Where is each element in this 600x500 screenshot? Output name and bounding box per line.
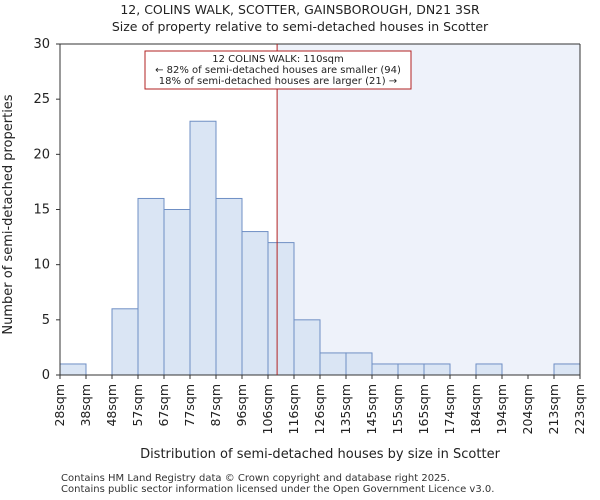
bar (371, 363, 399, 376)
bar (215, 197, 243, 376)
x-tick-label: 48sqm (104, 384, 119, 427)
larger-region-shade (277, 44, 580, 375)
bar (59, 363, 87, 376)
y-tick-label: 20 (33, 147, 50, 162)
x-tick-label: 194sqm (494, 384, 509, 434)
annotation-line-3: 18% of semi-detached houses are larger (… (159, 76, 397, 87)
x-tick-label: 87sqm (208, 384, 223, 427)
x-axis-title: Distribution of semi-detached houses by … (140, 447, 501, 462)
footer-line-1: Contains HM Land Registry data © Crown c… (61, 473, 450, 484)
x-tick-label: 213sqm (546, 384, 561, 434)
annotation-box (144, 50, 412, 90)
x-tick-label: 126sqm (312, 384, 327, 434)
x-tick-label: 223sqm (572, 384, 587, 434)
x-tick-label: 184sqm (468, 384, 483, 434)
bar (137, 197, 165, 376)
bar (397, 363, 425, 376)
histogram-chart: 0 5 10 15 20 25 30 28sqm 38sqm 48sqm 57sqm 67sqm 77s… (1, 37, 587, 462)
x-tick-label: 67sqm (156, 384, 171, 427)
x-tick-label: 106sqm (260, 384, 275, 434)
x-tick-label: 96sqm (234, 384, 249, 427)
bar (319, 352, 347, 376)
x-tick-label: 57sqm (130, 384, 145, 427)
bar (111, 308, 139, 376)
bar (475, 363, 503, 376)
bar (267, 242, 295, 376)
y-axis-title: Number of semi-detached properties (1, 94, 16, 334)
bar (345, 352, 373, 376)
chart-title-subtitle: Size of property relative to semi-detach… (111, 19, 489, 34)
bar (163, 209, 191, 376)
x-tick-label: 77sqm (182, 384, 197, 427)
y-tick-label: 10 (33, 258, 50, 273)
footer-line-2: Contains public sector information licen… (61, 484, 495, 495)
bar (423, 363, 451, 376)
x-tick-label: 204sqm (520, 384, 535, 434)
y-tick-label: 15 (33, 203, 50, 218)
x-tick-label: 135sqm (338, 384, 353, 434)
x-tick-label: 165sqm (416, 384, 431, 434)
x-tick-label: 38sqm (78, 384, 93, 427)
bar (189, 120, 217, 376)
bar (241, 231, 269, 376)
x-tick-label: 155sqm (390, 384, 405, 434)
y-tick-label: 30 (33, 37, 50, 52)
annotation-line-2: ← 82% of semi-detached houses are smalle… (155, 65, 401, 76)
x-tick-label: 145sqm (364, 384, 379, 434)
chart-title-address: 12, COLINS WALK, SCOTTER, GAINSBOROUGH, … (120, 2, 480, 17)
x-tick-label: 116sqm (286, 384, 301, 434)
footer-attribution: Contains HM Land Registry data © Crown c… (61, 473, 494, 495)
bar (293, 319, 321, 376)
y-tick-label: 0 (42, 368, 50, 383)
bar (553, 363, 581, 376)
x-tick-label: 28sqm (52, 384, 67, 427)
y-tick-label: 25 (33, 92, 50, 107)
y-tick-label: 5 (42, 313, 50, 328)
x-tick-label: 174sqm (442, 384, 457, 434)
annotation-line-1: 12 COLINS WALK: 110sqm (212, 54, 344, 65)
